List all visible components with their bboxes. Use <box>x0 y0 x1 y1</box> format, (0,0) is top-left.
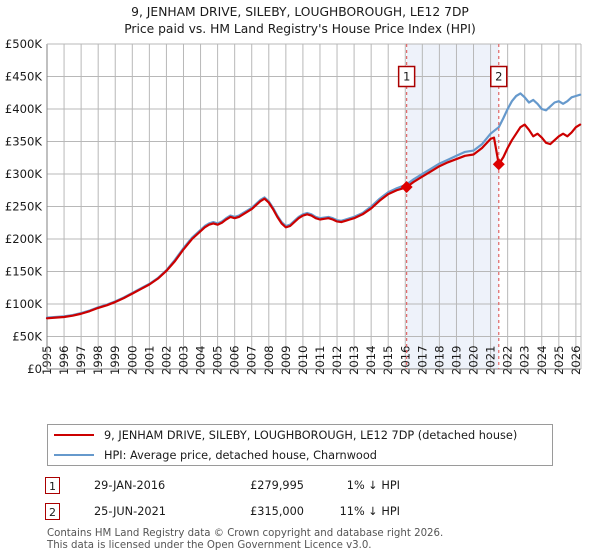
x-axis-tick-label: 2001 <box>142 345 156 375</box>
x-axis-tick-label: 1998 <box>91 345 105 375</box>
x-axis-tick-label: 2017 <box>415 345 429 375</box>
transaction-price-1: £279,995 <box>250 478 304 492</box>
x-axis-tick-label: 2003 <box>176 345 190 375</box>
y-axis-tick-label: £0 <box>27 362 42 376</box>
event-marker-label: 1 <box>403 70 410 84</box>
event-marker-box <box>397 65 416 88</box>
y-axis-tick-label: £350K <box>5 135 43 149</box>
x-axis-tick-label: 2006 <box>228 345 242 375</box>
chart-title-line-1: 9, JENHAM DRIVE, SILEBY, LOUGHBOROUGH, L… <box>131 5 469 19</box>
chart-plot-area: £0 £50K £100K £150K £200K £250K £300K £350K £400… <box>5 37 583 376</box>
legend-item-price-paid: 9, JENHAM DRIVE, SILEBY, LOUGHBOROUGH, L… <box>48 425 552 445</box>
x-axis-tick-label: 2009 <box>279 345 293 375</box>
transaction-date-2: 25-JUN-2021 <box>94 504 166 518</box>
y-axis-tick-label: £150K <box>5 265 43 279</box>
y-axis-tick-label: £50K <box>12 330 42 344</box>
x-axis-tick-label: 2004 <box>194 345 208 375</box>
x-axis-tick-label: 2025 <box>552 345 566 375</box>
event-marker-box <box>490 65 508 88</box>
x-axis-tick-label: 2026 <box>569 345 583 375</box>
price-paid-series-line <box>45 123 582 320</box>
x-axis-tick-label: 2011 <box>313 345 327 375</box>
transaction-badge-2: 2 <box>45 502 60 520</box>
transaction-price-2: £315,000 <box>250 504 304 518</box>
y-axis-tick-label: £250K <box>5 200 43 214</box>
x-axis-tick-label: 2021 <box>484 345 498 375</box>
transaction-date-1: 29-JAN-2016 <box>94 478 166 492</box>
x-axis-tick-label: 2019 <box>449 345 463 375</box>
x-axis-tick-label: 2018 <box>432 345 446 375</box>
y-axis-tick-label: £450K <box>5 70 43 84</box>
x-axis-tick-label: 2016 <box>398 345 412 375</box>
x-axis-tick-label: 2014 <box>364 345 378 375</box>
sale-point-marker <box>492 158 505 171</box>
x-axis-tick-label: 2024 <box>535 345 549 375</box>
event-marker-label: 2 <box>495 70 502 84</box>
x-axis-tick-label: 2008 <box>262 345 276 375</box>
attribution-line-2: This data is licensed under the Open Gov… <box>47 540 372 551</box>
x-axis-tick-label: 1999 <box>108 345 122 375</box>
x-axis-tick-label: 2000 <box>125 345 139 375</box>
transaction-hpi-delta-2: 11% ↓ HPI <box>339 504 400 518</box>
x-axis-tick-label: 2022 <box>501 345 515 375</box>
legend-label-price-paid: 9, JENHAM DRIVE, SILEBY, LOUGHBOROUGH, L… <box>104 428 518 442</box>
legend-label-hpi: HPI: Average price, detached house, Char… <box>104 448 377 462</box>
x-axis-tick-label: 2010 <box>296 345 310 375</box>
sale-point-marker <box>400 181 413 194</box>
x-axis-tick-label: 2023 <box>518 345 532 375</box>
y-axis-tick-label: £200K <box>5 232 43 246</box>
legend-swatch-hpi-icon <box>54 454 94 456</box>
x-axis-tick-label: 2005 <box>211 345 225 375</box>
chart-title-line-2: Price paid vs. HM Land Registry's House … <box>124 22 476 36</box>
y-axis-tick-label: £400K <box>5 102 43 116</box>
attribution-footer: Contains HM Land Registry data © Crown c… <box>47 528 567 552</box>
chart-legend: 9, JENHAM DRIVE, SILEBY, LOUGHBOROUGH, L… <box>47 424 553 466</box>
x-axis-tick-label: 1997 <box>74 345 88 375</box>
hpi-series-line <box>45 92 582 319</box>
transaction-hpi-delta-1: 1% ↓ HPI <box>346 478 400 492</box>
x-axis-tick-label: 2007 <box>245 345 259 375</box>
y-axis-tick-label: £500K <box>5 37 43 51</box>
legend-swatch-price-paid-icon <box>54 434 94 436</box>
x-axis-tick-label: 1996 <box>57 345 71 375</box>
x-axis-tick-label: 2012 <box>330 345 344 375</box>
x-axis-tick-label: 2002 <box>159 345 173 375</box>
x-axis-tick-label: 2013 <box>347 345 361 375</box>
y-axis-tick-label: £100K <box>5 297 43 311</box>
y-axis-tick-label: £300K <box>5 167 43 181</box>
x-axis-tick-label: 2015 <box>381 345 395 375</box>
chart-title: 9, JENHAM DRIVE, SILEBY, LOUGHBOROUGH, L… <box>0 4 600 38</box>
table-row: 1 29-JAN-2016 £279,995 1% ↓ HPI <box>45 472 465 498</box>
transaction-table: 1 29-JAN-2016 £279,995 1% ↓ HPI 2 25-JUN… <box>45 472 465 524</box>
x-axis-tick-label: 2020 <box>467 345 481 375</box>
legend-item-hpi: HPI: Average price, detached house, Char… <box>48 445 552 465</box>
table-row: 2 25-JUN-2021 £315,000 11% ↓ HPI <box>45 498 465 524</box>
transaction-badge-1: 1 <box>45 476 60 494</box>
attribution-line-1: Contains HM Land Registry data © Crown c… <box>47 528 444 539</box>
